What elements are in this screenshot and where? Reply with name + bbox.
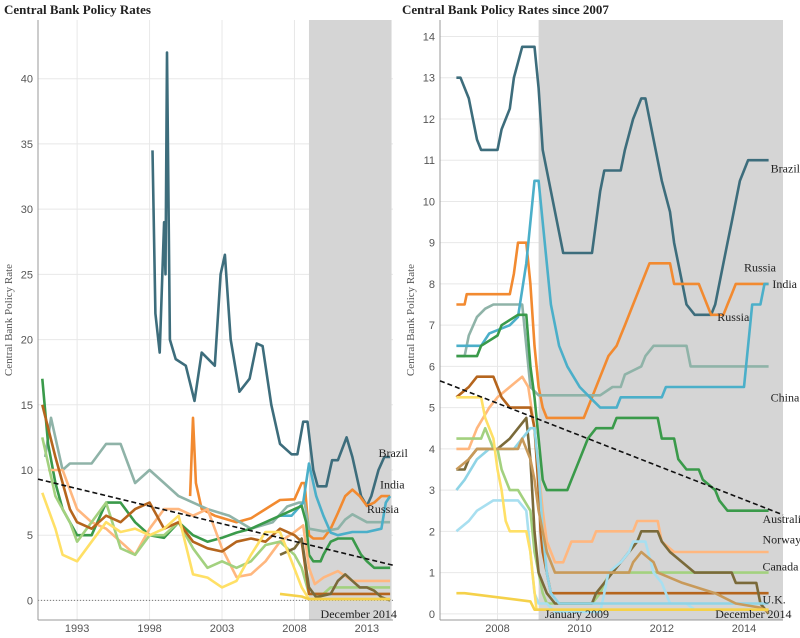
y-tick-label: 2 — [429, 526, 435, 538]
annotation-china: China — [771, 390, 800, 404]
series-line-canada — [41, 437, 391, 596]
trend-line — [439, 380, 784, 516]
series-line-australia — [456, 313, 769, 512]
annotation-u-k: U.K. — [762, 593, 785, 607]
y-tick-label: 10 — [21, 465, 33, 477]
y-tick-label: 0 — [429, 609, 435, 621]
series-line-china — [456, 179, 769, 409]
y-tick-label: 35 — [21, 139, 33, 151]
y-tick-label: 13 — [423, 73, 435, 85]
series-line-sweden — [456, 416, 770, 615]
y-axis-label: Central Bank Policy Rate — [405, 264, 417, 376]
series-line-new-zealand — [455, 426, 769, 605]
series-line-u-k — [41, 404, 391, 596]
y-tick-label: 15 — [21, 400, 33, 412]
y-tick-label: 6 — [429, 361, 435, 373]
series-line-japan — [279, 592, 391, 601]
chart-panel-left: Central Bank Policy Rates Central Bank Po… — [3, 2, 408, 635]
trend-line — [37, 478, 394, 566]
series-line-russia — [456, 303, 769, 397]
series-line-russia — [43, 416, 391, 533]
y-tick-label: 11 — [424, 155, 435, 167]
y-tick-label: 14 — [423, 31, 435, 43]
series-line-euro — [455, 437, 770, 613]
annotation-russia: Russia — [744, 261, 777, 275]
y-tick-label: 30 — [21, 204, 33, 216]
y-tick-label: 1 — [429, 568, 435, 580]
y-tick-label: 3 — [429, 485, 435, 497]
y-tick-label: 0 — [27, 595, 33, 607]
y-tick-label: 9 — [429, 238, 435, 250]
annotation-december-2014: December 2014 — [321, 607, 397, 621]
series-line-india — [456, 241, 769, 420]
y-tick-label: 8 — [429, 279, 435, 291]
series-line-u-s — [41, 492, 391, 601]
annotation-december-2014: December 2014 — [715, 607, 791, 621]
y-tick-label: 25 — [21, 269, 33, 281]
x-tick-label: 2008 — [282, 623, 306, 635]
y-tick-label: 5 — [429, 403, 435, 415]
series-line-canada — [456, 426, 769, 605]
chart-panel-right: Central Bank Policy Rates since 2007 Cent… — [402, 2, 800, 635]
annotation-brazil: Brazil — [771, 162, 800, 176]
annotation-india: India — [772, 277, 797, 291]
y-tick-label: 40 — [21, 74, 33, 86]
y-axis-label: Central Bank Policy Rate — [3, 264, 15, 376]
y-tick-label: 12 — [423, 114, 435, 126]
series-line-brazil — [151, 51, 391, 508]
x-tick-label: 2012 — [650, 623, 674, 635]
y-tick-label: 4 — [429, 444, 435, 456]
series-line-sweden — [279, 537, 391, 602]
x-tick-label: 2008 — [485, 623, 509, 635]
annotation-january-2009: January 2009 — [545, 607, 609, 621]
y-tick-label: 5 — [27, 530, 33, 542]
x-tick-label: 2010 — [567, 623, 591, 635]
series-line-brazil — [456, 45, 769, 317]
series-line-norway — [456, 375, 769, 564]
x-tick-label: 2013 — [355, 623, 379, 635]
x-tick-label: 1998 — [137, 623, 161, 635]
annotation-canada: Canada — [762, 560, 799, 574]
y-tick-label: 7 — [429, 320, 435, 332]
series-line-norway — [48, 468, 391, 586]
chart-title: Central Bank Policy Rates — [4, 2, 151, 17]
annotation-brazil: Brazil — [379, 446, 409, 460]
annotation-australia: Australia — [762, 512, 800, 526]
annotation-india: India — [380, 477, 405, 491]
shaded-period — [308, 20, 392, 620]
x-tick-label: 2003 — [210, 623, 234, 635]
x-tick-label: 2014 — [732, 623, 756, 635]
annotation-russia: Russia — [717, 310, 750, 324]
annotation-norway: Norway — [762, 533, 800, 547]
series-line-u-s — [456, 396, 769, 611]
chart-title: Central Bank Policy Rates since 2007 — [402, 2, 609, 17]
y-tick-label: 10 — [423, 196, 435, 208]
series-line-japan — [456, 591, 769, 611]
x-tick-label: 1993 — [65, 623, 89, 635]
shaded-period — [538, 20, 783, 620]
y-tick-label: 20 — [21, 335, 33, 347]
annotation-russia: Russia — [367, 502, 400, 516]
